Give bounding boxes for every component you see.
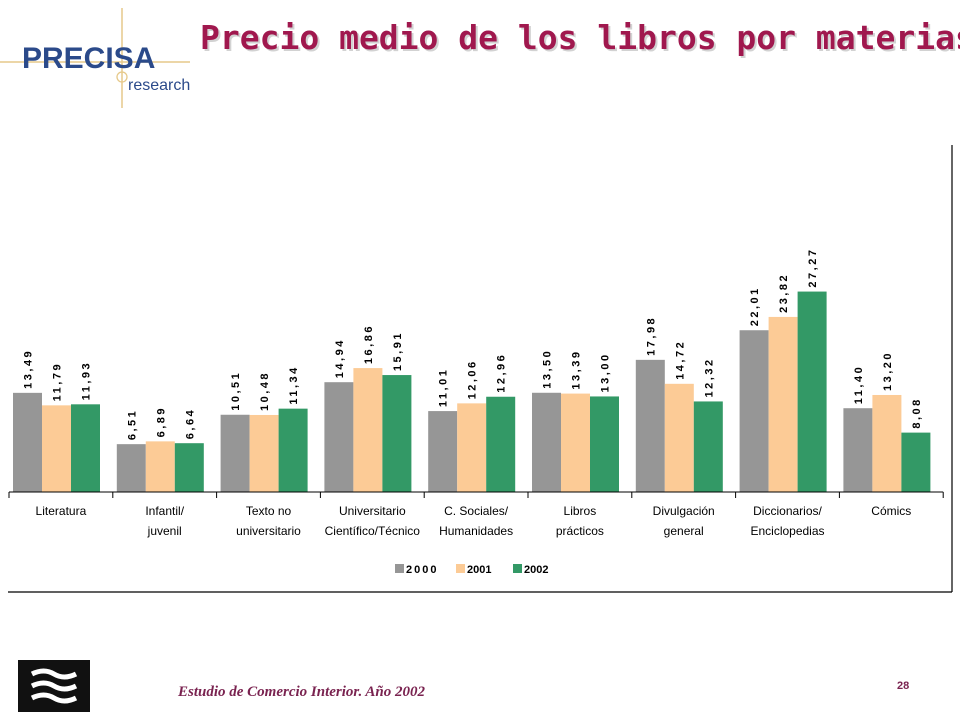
data-label-2001-1: 6,89 bbox=[155, 406, 167, 437]
data-label-2002-7: 27,27 bbox=[807, 248, 819, 288]
bar-2000-8 bbox=[843, 408, 873, 492]
page-number: 28 bbox=[897, 680, 910, 692]
category-label-7-1: Enciclopedias bbox=[750, 524, 824, 538]
data-label-2001-8: 13,20 bbox=[882, 351, 894, 391]
category-label-6-1: general bbox=[664, 524, 704, 538]
data-label-2000-2: 10,51 bbox=[230, 371, 242, 411]
precisa-logo: PRECISA research bbox=[0, 8, 190, 108]
legend-swatch-2002 bbox=[513, 564, 522, 573]
logo-circle bbox=[116, 71, 128, 83]
bar-2001-4 bbox=[457, 403, 487, 492]
bar-2002-3 bbox=[382, 375, 412, 492]
category-label-2-0: Texto no bbox=[246, 504, 292, 518]
data-label-2001-6: 14,72 bbox=[674, 340, 686, 380]
institution-logo bbox=[18, 660, 90, 712]
bar-2001-6 bbox=[664, 383, 694, 492]
bar-2001-0 bbox=[42, 405, 71, 492]
data-label-2001-0: 11,79 bbox=[52, 362, 64, 401]
logo-main-text: PRECISA bbox=[22, 42, 155, 75]
data-label-2002-6: 12,32 bbox=[703, 357, 715, 397]
value-labels-group: 13,49 11,79 11,93 6,51 6,89 6,64 10,51 10,48 11,… bbox=[23, 248, 923, 441]
bar-2000-1 bbox=[116, 444, 146, 492]
data-label-2001-2: 10,48 bbox=[259, 371, 271, 411]
category-label-3-1: Científico/Técnico bbox=[325, 524, 421, 538]
data-label-2001-4: 12,06 bbox=[467, 359, 479, 399]
data-label-2001-3: 16,86 bbox=[363, 324, 375, 364]
bar-2002-4 bbox=[486, 396, 516, 492]
category-label-1-1: juvenil bbox=[147, 524, 182, 538]
category-label-8-0: Cómics bbox=[871, 504, 911, 518]
logo-sub-text: research bbox=[128, 77, 190, 94]
legend-label-2002: 2002 bbox=[524, 564, 548, 576]
data-label-2000-8: 11,40 bbox=[853, 365, 865, 404]
category-label-5-0: Libros bbox=[564, 504, 597, 518]
category-label-1-0: Infantil/ bbox=[145, 504, 184, 518]
bar-2002-1 bbox=[174, 443, 204, 492]
bar-2000-6 bbox=[635, 359, 665, 492]
data-label-2001-7: 23,82 bbox=[778, 273, 790, 313]
bar-2001-8 bbox=[872, 394, 902, 492]
bars-group bbox=[13, 291, 931, 492]
legend-swatch-2001 bbox=[456, 564, 465, 573]
bar-2002-5 bbox=[590, 396, 619, 492]
bar-2002-0 bbox=[71, 404, 100, 492]
bar-2002-7 bbox=[797, 291, 827, 492]
category-label-7-0: Diccionarios/ bbox=[753, 504, 822, 518]
category-label-4-1: Humanidades bbox=[439, 524, 513, 538]
bar-2002-8 bbox=[901, 432, 931, 492]
category-labels-group: Literatura Infantil/juvenil Texto no univer… bbox=[36, 504, 912, 538]
bar-2001-3 bbox=[353, 368, 383, 492]
bar-2001-5 bbox=[561, 393, 590, 492]
bar-2001-7 bbox=[768, 316, 798, 492]
bar-2000-3 bbox=[324, 382, 354, 492]
bar-2000-0 bbox=[13, 392, 42, 492]
category-label-6-0: Divulgación bbox=[653, 504, 715, 518]
data-label-2001-5: 13,39 bbox=[571, 350, 583, 390]
data-label-2000-3: 14,94 bbox=[334, 338, 346, 378]
legend-label-2000: 2000 bbox=[406, 564, 438, 576]
data-label-2002-1: 6,64 bbox=[184, 408, 196, 439]
data-label-2000-7: 22,01 bbox=[749, 286, 761, 326]
page-title: Precio medio de los libros por materias bbox=[200, 18, 960, 57]
bar-2001-2 bbox=[249, 414, 279, 492]
data-label-2000-0: 13,49 bbox=[23, 349, 35, 389]
legend: 2000 2001 2002 bbox=[395, 564, 548, 576]
bar-2001-1 bbox=[145, 441, 175, 492]
data-label-2002-2: 11,34 bbox=[288, 365, 300, 404]
data-label-2000-5: 13,50 bbox=[542, 349, 554, 389]
category-label-5-1: prácticos bbox=[556, 524, 604, 538]
data-label-2000-1: 6,51 bbox=[126, 409, 138, 440]
data-label-2000-4: 11,01 bbox=[438, 368, 450, 407]
data-label-2002-5: 13,00 bbox=[600, 352, 612, 392]
bar-2000-5 bbox=[532, 392, 561, 492]
bar-2000-4 bbox=[428, 411, 458, 492]
x-axis bbox=[8, 491, 944, 498]
data-label-2000-6: 17,98 bbox=[645, 316, 657, 356]
category-label-2-1: universitario bbox=[236, 524, 301, 538]
data-label-2002-3: 15,91 bbox=[392, 331, 404, 371]
category-label-0-0: Literatura bbox=[36, 504, 87, 518]
category-label-4-0: C. Sociales/ bbox=[444, 504, 509, 518]
data-label-2002-4: 12,96 bbox=[496, 353, 508, 393]
data-label-2002-0: 11,93 bbox=[81, 361, 93, 400]
data-label-2002-8: 8,08 bbox=[911, 397, 923, 428]
bar-2000-7 bbox=[739, 330, 769, 492]
legend-swatch-2000 bbox=[395, 564, 404, 573]
bar-2002-2 bbox=[278, 408, 308, 492]
legend-label-2001: 2001 bbox=[467, 564, 491, 576]
bar-2002-6 bbox=[693, 401, 723, 492]
bar-chart: 13,49 11,79 11,93 6,51 6,89 6,64 10,51 10,48 11,… bbox=[8, 145, 953, 593]
footer-text: Estudio de Comercio Interior. Año 2002 bbox=[178, 684, 425, 700]
bar-2000-2 bbox=[220, 414, 250, 492]
category-label-3-0: Universitario bbox=[339, 504, 406, 518]
